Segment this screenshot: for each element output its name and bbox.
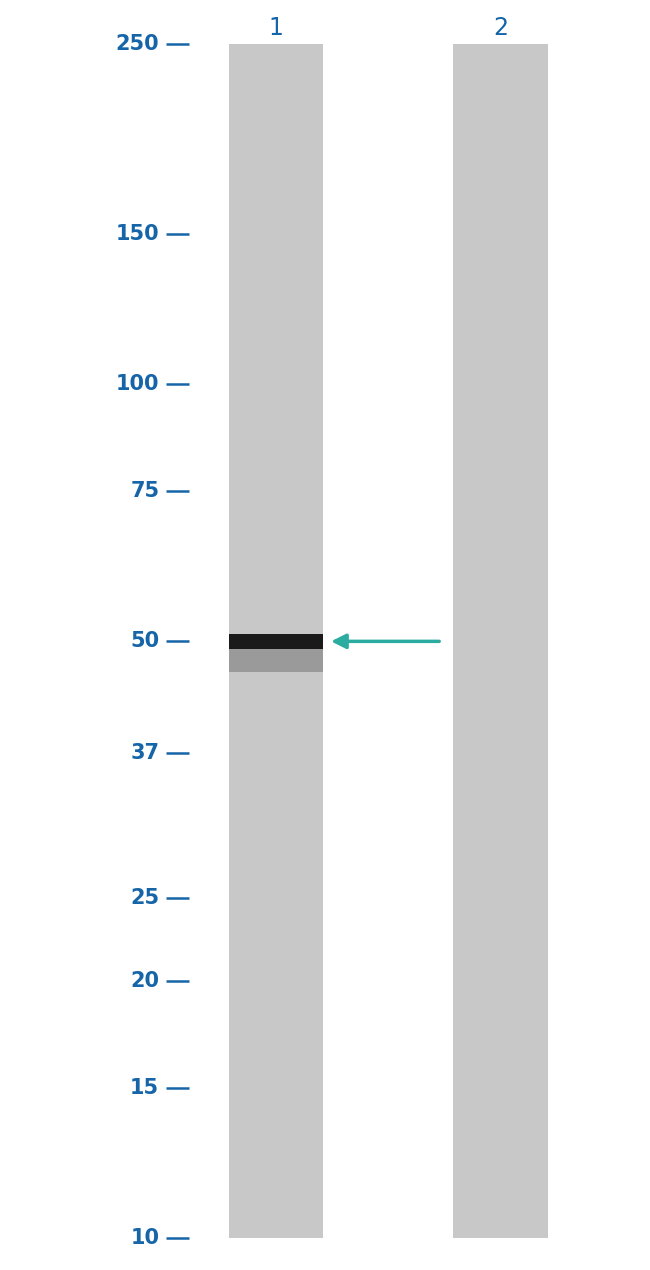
Bar: [454, 44, 547, 1238]
Text: 25: 25: [130, 889, 159, 908]
Text: 50: 50: [130, 631, 159, 652]
Text: 20: 20: [130, 972, 159, 991]
Text: 1: 1: [269, 17, 283, 39]
Bar: [229, 44, 324, 1238]
Bar: [229, 649, 324, 672]
Text: 250: 250: [116, 34, 159, 55]
Bar: [229, 634, 324, 649]
Text: 75: 75: [130, 481, 159, 500]
Text: 150: 150: [116, 224, 159, 244]
Text: 100: 100: [116, 375, 159, 394]
Text: 37: 37: [130, 743, 159, 763]
Text: 10: 10: [130, 1228, 159, 1248]
Text: 15: 15: [130, 1078, 159, 1097]
Text: 2: 2: [493, 17, 508, 39]
